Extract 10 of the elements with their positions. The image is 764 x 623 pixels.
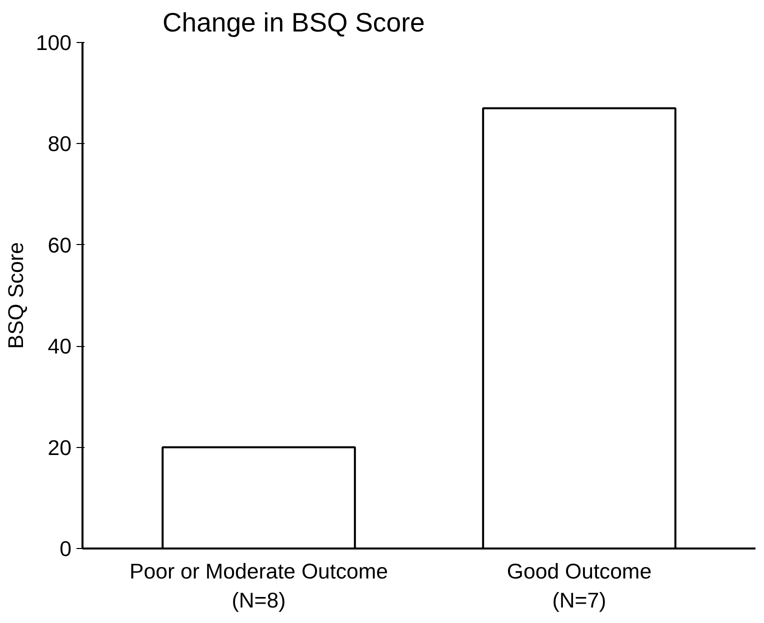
y-tick-label: 60 [48, 233, 72, 258]
x-tick-label: Good Outcome (N=7) [506, 560, 652, 612]
chart-title: Change in BSQ Score [162, 8, 425, 38]
y-tick-label: 20 [48, 436, 72, 460]
y-tick-label: 80 [48, 132, 72, 156]
y-axis-title: BSQ Score [4, 242, 28, 349]
x-tick-label: Poor or Moderate Outcome (N=8) [130, 560, 388, 612]
y-tick-label: 0 [60, 537, 72, 561]
y-tick-label: 100 [36, 31, 72, 55]
y-tick-label: 40 [48, 334, 72, 359]
